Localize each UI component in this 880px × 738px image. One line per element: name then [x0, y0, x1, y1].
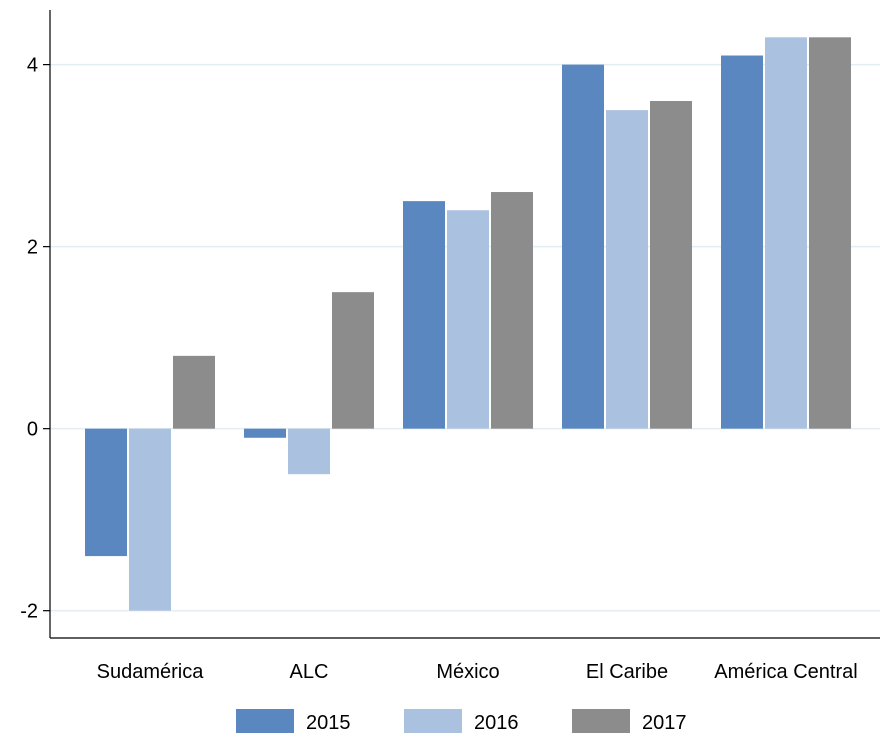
x-axis-labels: Sudamérica ALC México El Caribe América Cent…	[97, 661, 858, 683]
bar-2016-2	[447, 210, 489, 429]
bar-2017-1	[332, 292, 374, 429]
legend-label-2015: 2015	[306, 712, 351, 734]
category-label: ALC	[290, 661, 329, 683]
category-label: América Central	[714, 661, 857, 683]
y-axis-ticks: -2 0 2 4	[20, 55, 50, 623]
category-label: El Caribe	[586, 661, 668, 683]
legend-swatch-2015	[236, 709, 294, 733]
bar-2016-0	[129, 428, 171, 611]
y-tick-label: -2	[20, 601, 38, 623]
bar-2016-3	[606, 110, 648, 429]
category-label: México	[436, 661, 499, 683]
y-tick-label: 4	[27, 55, 38, 77]
y-tick-label: 0	[27, 419, 38, 441]
bar-2015-4	[721, 55, 763, 429]
legend-swatch-2016	[404, 709, 462, 733]
y-tick-label: 2	[27, 237, 38, 259]
bar-2017-3	[650, 101, 692, 429]
axes	[49, 10, 880, 639]
bar-2015-2	[403, 201, 445, 429]
legend: 2015 2016 2017	[236, 709, 687, 734]
category-label: Sudamérica	[97, 661, 205, 683]
bar-2015-3	[562, 64, 604, 429]
bar-2016-4	[765, 37, 807, 429]
legend-swatch-2017	[572, 709, 630, 733]
legend-label-2016: 2016	[474, 712, 519, 734]
bar-2017-2	[491, 192, 533, 429]
bars	[85, 37, 851, 611]
bar-2017-0	[173, 355, 215, 429]
legend-label-2017: 2017	[642, 712, 687, 734]
bar-2016-1	[288, 428, 330, 475]
bar-2015-1	[244, 428, 286, 438]
bar-2015-0	[85, 428, 127, 557]
bar-2017-4	[809, 37, 851, 429]
